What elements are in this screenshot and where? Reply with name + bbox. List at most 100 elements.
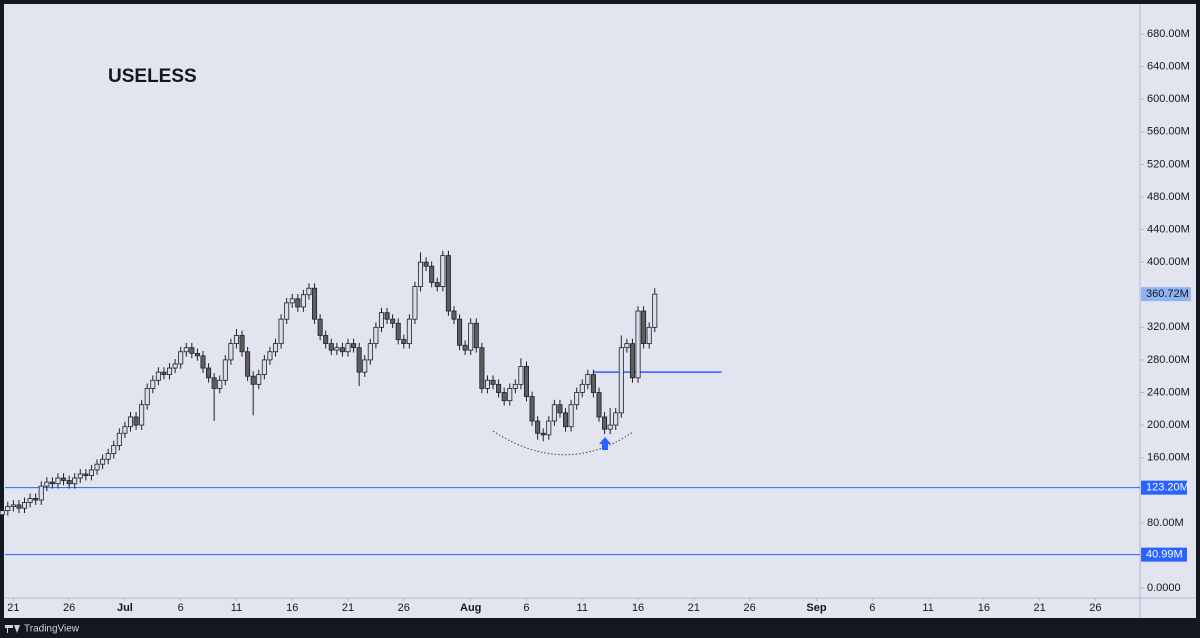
candle-body xyxy=(434,282,440,287)
candle-body xyxy=(406,318,412,345)
candle-body xyxy=(440,255,446,287)
y-tick-label: 240.00M xyxy=(1147,386,1190,398)
candle-body xyxy=(429,265,435,283)
candle-body xyxy=(367,343,373,361)
candle-body xyxy=(83,473,89,476)
x-tick-label: 11 xyxy=(577,602,588,614)
candle-body xyxy=(412,286,418,320)
candle-body xyxy=(189,347,195,354)
candle-body xyxy=(49,481,55,485)
candle-body xyxy=(105,453,111,460)
candle-body xyxy=(200,355,206,369)
candle-body xyxy=(512,383,518,389)
tv-logo xyxy=(5,625,20,633)
y-tick-label: 520.00M xyxy=(1147,158,1190,170)
candle-body xyxy=(345,343,351,353)
candle-body xyxy=(473,322,479,349)
candle-body xyxy=(523,366,530,397)
candle-body xyxy=(194,352,200,357)
candle-body xyxy=(462,344,468,351)
candle-body xyxy=(228,343,234,361)
candle-body xyxy=(518,366,524,385)
candle-body xyxy=(284,302,290,320)
candle-body xyxy=(178,351,184,365)
candle-body xyxy=(479,347,485,389)
x-tick-label: 26 xyxy=(63,602,75,614)
candle-body xyxy=(16,504,22,509)
candle-body xyxy=(445,255,451,312)
candle-body xyxy=(563,412,569,428)
candle-body xyxy=(77,473,83,479)
candle-body xyxy=(590,374,596,393)
candle-body xyxy=(551,404,557,422)
candle-body xyxy=(272,343,279,353)
y-tick-label: 160.00M xyxy=(1147,452,1190,464)
candle-body xyxy=(384,312,390,320)
candle-body xyxy=(535,420,541,434)
x-tick-label: Jul xyxy=(117,602,133,614)
chart-title: USELESS xyxy=(108,66,197,87)
y-tick-label: 440.00M xyxy=(1147,223,1190,235)
x-tick-label: 26 xyxy=(1089,602,1101,614)
level-label: 123.20M xyxy=(1146,482,1189,494)
level-label-box xyxy=(1141,480,1187,495)
x-tick-label: 16 xyxy=(632,602,644,614)
candle-body xyxy=(278,318,284,345)
candle-body xyxy=(607,424,613,430)
candle-body xyxy=(568,404,574,428)
candle-body xyxy=(206,367,212,379)
candle-body xyxy=(55,477,61,485)
candle-body xyxy=(585,374,591,385)
candle-body xyxy=(172,363,178,369)
x-tick-label: 21 xyxy=(7,602,19,614)
candle-body xyxy=(624,343,630,349)
chart-background xyxy=(4,4,1196,618)
x-tick-label: 6 xyxy=(178,602,184,614)
candle-body xyxy=(417,261,424,287)
candle-body xyxy=(378,312,384,328)
level-label: 40.99M xyxy=(1146,549,1183,561)
x-tick-label: 26 xyxy=(743,602,755,614)
x-tick-label: 11 xyxy=(922,602,933,614)
candle-body xyxy=(66,480,72,485)
y-tick-label: 320.00M xyxy=(1147,321,1190,333)
x-tick-label: Sep xyxy=(806,602,826,614)
candle-body xyxy=(613,412,619,426)
candle-body xyxy=(312,287,318,320)
arrow-up xyxy=(599,437,611,450)
candle-body xyxy=(540,432,546,436)
candle-body xyxy=(457,318,463,346)
candle-body xyxy=(557,404,563,414)
candle-body xyxy=(94,463,100,471)
y-tick-label: 560.00M xyxy=(1147,126,1190,138)
x-tick-label: 21 xyxy=(342,602,354,614)
candle-body xyxy=(217,379,223,389)
level-label-box xyxy=(1141,547,1187,562)
candle-body xyxy=(339,347,345,353)
candle-body xyxy=(579,383,585,393)
candle-body xyxy=(323,335,329,345)
candle-body xyxy=(423,261,429,267)
candle-body xyxy=(401,339,407,345)
y-tick-label: 480.00M xyxy=(1147,191,1190,203)
x-tick-label: 21 xyxy=(1033,602,1045,614)
candle-body xyxy=(133,416,139,426)
y-tick-label: 280.00M xyxy=(1147,354,1190,366)
candle-body xyxy=(390,318,396,324)
candle-body xyxy=(490,379,496,385)
candle-body xyxy=(629,343,635,379)
y-tick-label: 80.00M xyxy=(1147,517,1184,529)
y-tick-label: 640.00M xyxy=(1147,61,1190,73)
x-tick-label: 11 xyxy=(231,602,242,614)
candle-body xyxy=(22,502,28,509)
candle-body xyxy=(468,322,474,351)
candle-body xyxy=(183,347,189,353)
candle-body xyxy=(646,326,652,345)
candle-body xyxy=(5,506,11,512)
candle-body xyxy=(267,351,273,361)
candle-body xyxy=(295,298,301,308)
candle-body xyxy=(484,379,490,389)
candle-body xyxy=(233,335,239,345)
